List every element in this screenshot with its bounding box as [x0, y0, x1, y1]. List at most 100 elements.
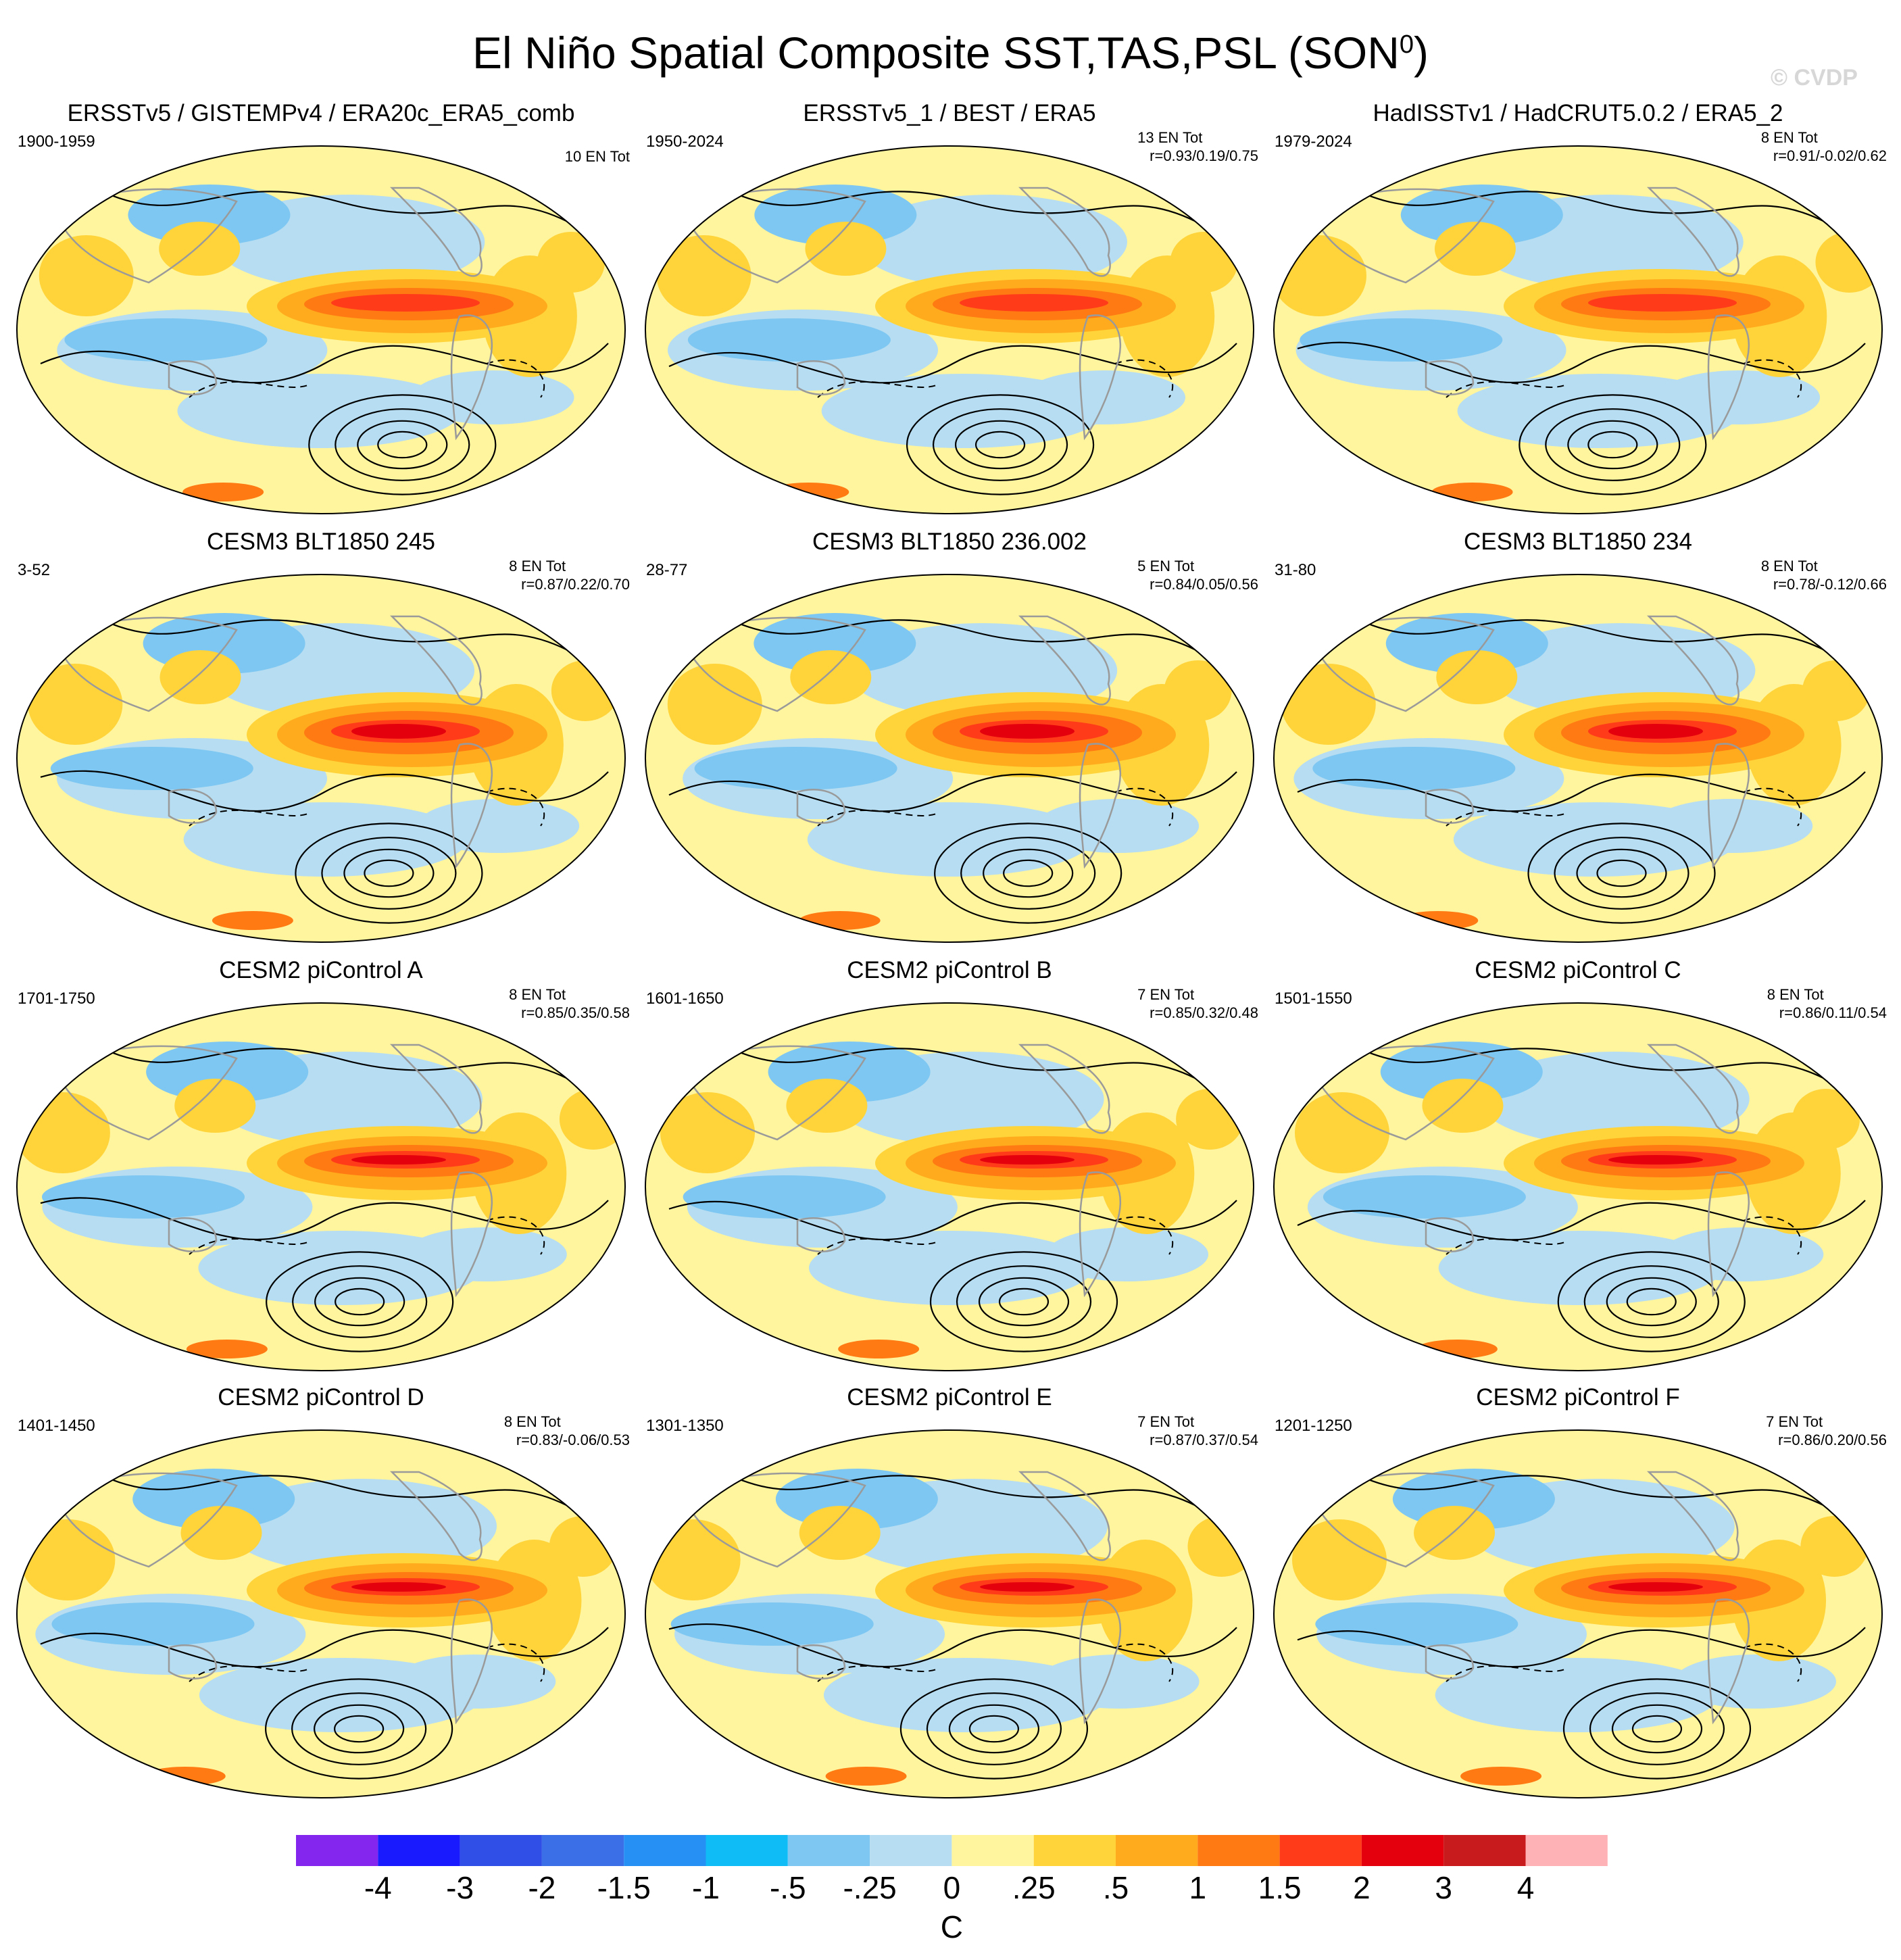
pressure-contour — [334, 1715, 385, 1743]
pressure-contour-negative — [486, 787, 545, 827]
pressure-contour-negative — [189, 1238, 312, 1255]
pressure-contour — [94, 616, 568, 651]
pressure-contour — [40, 770, 609, 812]
coastline — [1646, 1044, 1739, 1134]
pressure-contour — [926, 1692, 1062, 1765]
cool-anomaly-region — [417, 799, 580, 853]
globe-map — [16, 145, 626, 514]
pressure-contour-negative — [486, 359, 545, 398]
warm-anomaly-region — [1414, 1506, 1496, 1560]
pressure-contour — [983, 848, 1074, 898]
panel-title: CESM2 piControl E — [847, 1384, 1052, 1411]
colorbar-box — [460, 1835, 542, 1866]
pressure-contour — [364, 859, 414, 887]
coastline — [53, 1472, 238, 1568]
panel-event-count: 7 EN Tot r=0.87/0.37/0.54 — [1137, 1413, 1258, 1449]
panel-pattern-correlation: r=0.85/0.35/0.58 — [521, 1004, 630, 1021]
coastline — [389, 187, 483, 277]
colorbar-box — [1116, 1835, 1198, 1866]
warm-anomaly-region — [1434, 222, 1516, 276]
coastline — [1707, 314, 1750, 441]
coastline — [1707, 743, 1750, 869]
cool-anomaly-region — [687, 318, 891, 362]
cool-anomaly-region — [404, 1227, 567, 1281]
globe-map — [1273, 1429, 1883, 1798]
cool-anomaly-region — [694, 747, 897, 790]
panel-title: ERSSTv5 / GISTEMPv4 / ERA20c_ERA5_comb — [67, 100, 575, 126]
polar-anomaly — [825, 1767, 907, 1786]
pressure-contour — [974, 431, 1026, 459]
cool-anomaly-region — [50, 747, 253, 790]
panel-entot: 8 EN Tot — [1760, 129, 1818, 146]
colorbar-box — [1279, 1835, 1362, 1866]
panel-years: 1201-1250 — [1275, 1417, 1352, 1435]
coastline — [1018, 187, 1111, 277]
pressure-contour — [1003, 859, 1054, 887]
figure-title: El Niño Spatial Composite SST,TAS,PSL (S… — [0, 18, 1901, 80]
colorbar-box — [1525, 1835, 1608, 1866]
panel-title: CESM3 BLT1850 245 — [207, 529, 435, 555]
cool-anomaly-region — [132, 1469, 295, 1529]
pressure-contour — [377, 431, 428, 459]
panel-years: 1701-1750 — [18, 989, 95, 1008]
cool-anomaly-region — [683, 1175, 886, 1219]
pressure-contour — [722, 187, 1197, 222]
coastline — [389, 1471, 483, 1561]
enso-tongue-core — [331, 294, 480, 312]
figure-title-end: ) — [1414, 28, 1429, 78]
panel-pattern-correlation: r=0.84/0.05/0.56 — [1150, 576, 1258, 593]
cool-anomaly-region — [1037, 799, 1200, 853]
colorbar-label: -3 — [446, 1870, 474, 1905]
coastline — [1310, 188, 1495, 284]
panel-title: CESM2 piControl C — [1475, 957, 1681, 983]
pressure-contour — [335, 1288, 385, 1316]
pressure-contour — [1351, 1044, 1825, 1079]
cool-anomaly-region — [1400, 185, 1563, 245]
cool-anomaly-region — [856, 195, 1127, 289]
pressure-contour — [343, 848, 435, 898]
pressure-contour — [1297, 771, 1866, 812]
globe-border — [16, 1429, 626, 1798]
panel-title: CESM3 BLT1850 234 — [1464, 529, 1692, 555]
globe-map — [645, 1429, 1254, 1798]
cool-anomaly-region — [754, 613, 916, 674]
pressure-contour — [968, 1715, 1020, 1743]
pressure-contour — [314, 1704, 405, 1754]
pressure-contour — [956, 1265, 1092, 1338]
coastline — [1310, 1045, 1495, 1141]
globe-border — [645, 145, 1254, 514]
pressure-contour — [1587, 431, 1638, 459]
coastline — [796, 360, 846, 395]
pressure-contour — [266, 1251, 454, 1352]
cool-anomaly-region — [1045, 1227, 1208, 1281]
colorbar-label: 1 — [1189, 1870, 1207, 1905]
colorbar-box — [624, 1835, 706, 1866]
panel-pattern-correlation: r=0.87/0.22/0.70 — [521, 576, 630, 593]
globe-map — [645, 1002, 1254, 1371]
map-panel: HadISSTv1 / HadCRUT5.0.2 / ERA5_2 1979-20… — [1264, 100, 1892, 514]
enso-tongue-peak — [980, 1582, 1075, 1592]
panel-title: CESM3 BLT1850 236.002 — [812, 529, 1087, 555]
coastline — [1425, 789, 1475, 824]
colorbar-label: 2 — [1353, 1870, 1371, 1905]
pressure-contour — [668, 1200, 1237, 1240]
colorbar-label: -.5 — [770, 1870, 806, 1905]
pressure-contour-negative — [1114, 1643, 1174, 1682]
panel-event-count: 8 EN Tot r=0.78/-0.12/0.66 — [1761, 557, 1887, 593]
pressure-contour — [1351, 616, 1825, 651]
warm-anomaly-region — [174, 1079, 256, 1133]
pressure-contour — [722, 616, 1197, 651]
panel-pattern-correlation: r=0.86/0.20/0.56 — [1778, 1431, 1887, 1448]
cool-anomaly-region — [64, 318, 268, 362]
panel-years: 1501-1550 — [1275, 989, 1352, 1008]
pressure-contour-negative — [817, 810, 940, 827]
globe-map — [16, 574, 626, 943]
colorbar-label: 3 — [1435, 1870, 1452, 1905]
panel-years: 1301-1350 — [646, 1417, 724, 1435]
panel-event-count: 8 EN Tot r=0.91/-0.02/0.62 — [1761, 128, 1887, 165]
pressure-contour — [94, 187, 568, 222]
pressure-contour — [929, 1251, 1118, 1352]
warm-anomaly-region — [1187, 1516, 1254, 1577]
colorbar-label: -1 — [692, 1870, 720, 1905]
pressure-contour — [357, 420, 448, 470]
